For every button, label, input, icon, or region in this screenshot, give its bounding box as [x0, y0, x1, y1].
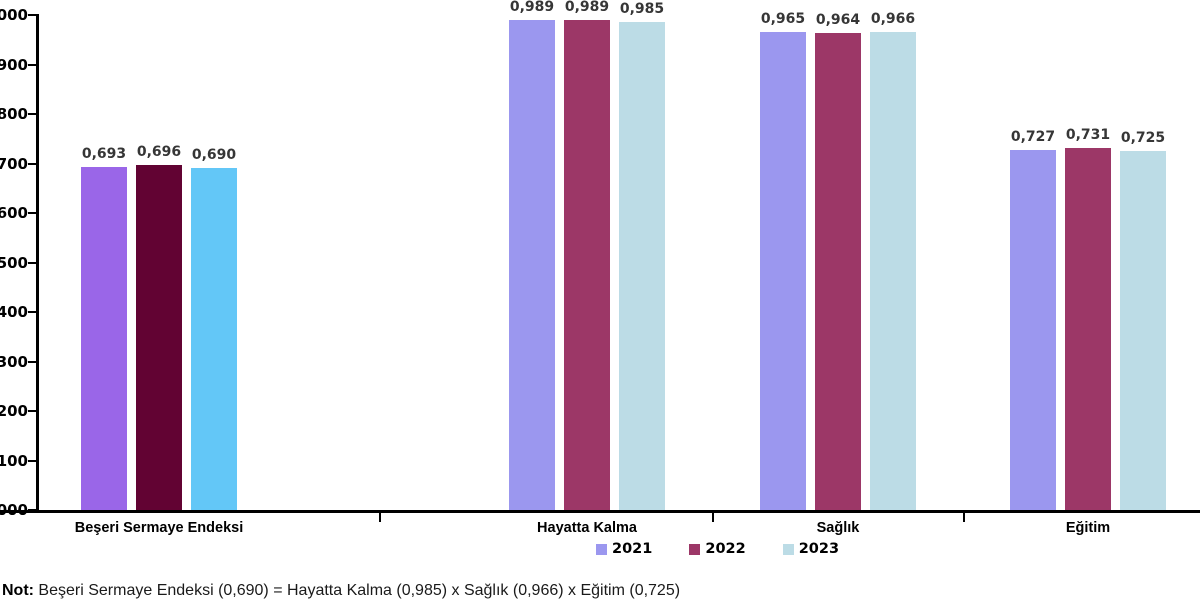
bar-value-label: 0,731 — [1065, 127, 1111, 144]
x-tick-mark — [712, 513, 714, 522]
legend-label: 2023 — [798, 541, 840, 557]
category-label: Beşeri Sermaye Endeksi — [74, 520, 244, 536]
y-tick-mark — [28, 63, 37, 66]
y-tick-label: 000 — [0, 6, 28, 24]
category-label: Sağlık — [816, 520, 860, 536]
category-label: Hayatta Kalma — [537, 520, 637, 536]
footnote-prefix: Not: — [2, 582, 34, 599]
bar-2023 — [191, 168, 237, 510]
x-tick-mark — [963, 513, 965, 522]
y-tick-mark — [28, 113, 37, 115]
bar-2022 — [136, 165, 182, 510]
bar-value-label: 0,696 — [136, 144, 182, 161]
legend-item-2021: 2021 — [596, 541, 652, 557]
legend-item-2023: 2023 — [782, 541, 840, 557]
legend: 2021 2022 2023 — [596, 541, 839, 557]
bar-2022 — [564, 20, 610, 510]
bar-2023 — [870, 31, 916, 510]
y-tick-mark — [28, 509, 37, 511]
bar-value-label: 0,965 — [760, 11, 806, 28]
bar-value-label: 0,725 — [1120, 130, 1166, 147]
bar-2023 — [1120, 151, 1166, 510]
bar-value-label: 0,690 — [191, 147, 237, 164]
y-tick-label: 000 — [0, 501, 28, 519]
x-axis — [0, 510, 1200, 513]
legend-swatch-icon — [689, 543, 701, 555]
y-tick-mark — [28, 261, 37, 264]
y-tick-label: 200 — [0, 402, 28, 420]
bar-2022 — [1065, 148, 1111, 510]
y-tick-mark — [28, 14, 37, 16]
y-tick-mark — [28, 212, 37, 214]
bar-value-label: 0,693 — [81, 145, 127, 162]
legend-swatch-icon — [596, 543, 607, 555]
bar-value-label: 0,727 — [1010, 129, 1056, 146]
legend-swatch-icon — [782, 543, 794, 555]
y-axis — [36, 14, 39, 513]
y-tick-label: 300 — [0, 352, 28, 371]
y-tick-label: 900 — [0, 55, 28, 74]
bar-2023 — [619, 22, 665, 510]
y-tick-label: 100 — [0, 451, 28, 470]
y-tick-mark — [28, 410, 37, 412]
y-tick-label: 800 — [0, 105, 28, 123]
y-tick-mark — [28, 311, 37, 313]
bar-value-label: 0,966 — [870, 10, 916, 27]
y-tick-mark — [28, 459, 37, 462]
y-tick-label: 700 — [0, 154, 28, 173]
y-tick-label: 500 — [0, 253, 28, 272]
y-tick-label: 400 — [0, 303, 28, 321]
bar-value-label: 0,989 — [509, 0, 555, 16]
legend-label: 2022 — [705, 541, 746, 557]
bar-2022 — [815, 32, 861, 510]
y-tick-mark — [28, 162, 37, 165]
footnote-text: Beşeri Sermaye Endeksi (0,690) = Hayatta… — [33, 582, 681, 599]
bar-2021 — [81, 166, 127, 510]
y-tick-label: 600 — [0, 204, 28, 222]
category-label: Eğitim — [1065, 520, 1111, 536]
bar-value-label: 0,964 — [815, 11, 861, 28]
y-tick-mark — [28, 360, 37, 363]
legend-label: 2021 — [612, 541, 653, 557]
bar-value-label: 0,989 — [564, 0, 610, 16]
legend-item-2022: 2022 — [689, 541, 746, 557]
bar-value-label: 0,985 — [619, 1, 665, 18]
bar-2021 — [509, 20, 555, 510]
bar-2021 — [760, 32, 806, 510]
footnote: Not: Beşeri Sermaye Endeksi (0,690) = Ha… — [2, 582, 680, 600]
bar-2021 — [1010, 150, 1056, 510]
x-tick-mark — [379, 513, 381, 522]
